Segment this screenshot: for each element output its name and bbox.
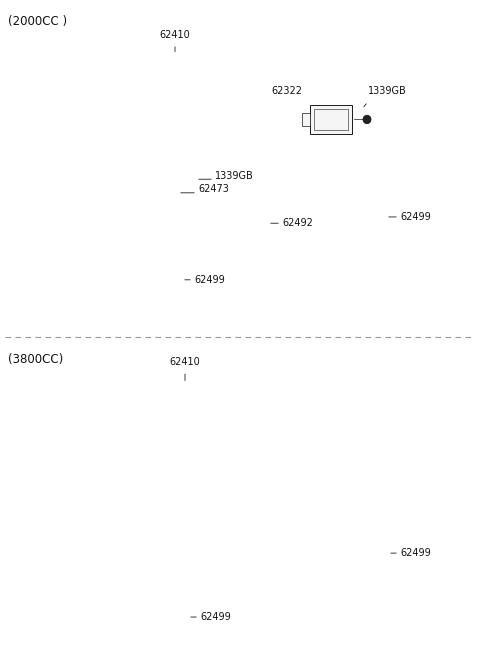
Text: 62473: 62473	[198, 183, 229, 194]
Circle shape	[363, 115, 371, 124]
Text: 1339GB: 1339GB	[215, 171, 254, 181]
Text: 62499: 62499	[400, 548, 431, 558]
Text: 62499: 62499	[200, 612, 231, 622]
Text: 62322: 62322	[271, 86, 302, 96]
Bar	[314, 109, 348, 130]
Text: (3800CC): (3800CC)	[8, 353, 63, 366]
Bar	[302, 113, 310, 126]
Bar	[310, 105, 352, 134]
Text: 62499: 62499	[400, 212, 431, 222]
Text: 62410: 62410	[160, 30, 191, 40]
Text: 1339GB: 1339GB	[368, 86, 407, 96]
Text: 62492: 62492	[282, 218, 313, 228]
Text: (2000CC ): (2000CC )	[8, 14, 67, 28]
Text: 62499: 62499	[194, 275, 225, 285]
Text: 62410: 62410	[169, 358, 200, 367]
